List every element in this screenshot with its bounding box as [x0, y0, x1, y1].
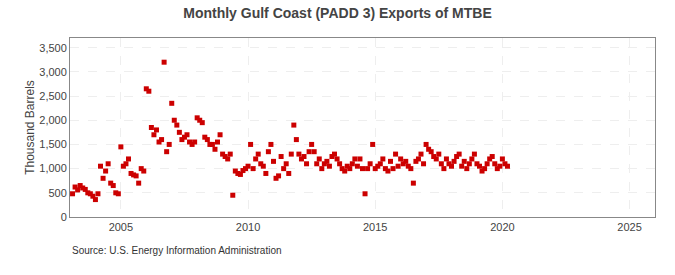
- svg-text:0: 0: [61, 211, 67, 223]
- svg-text:3,000: 3,000: [39, 66, 67, 78]
- svg-text:Source: U.S. Energy Informatio: Source: U.S. Energy Information Administ…: [72, 245, 282, 256]
- svg-text:1,500: 1,500: [39, 138, 67, 150]
- svg-text:Monthly Gulf Coast (PADD 3) Ex: Monthly Gulf Coast (PADD 3) Exports of M…: [183, 5, 492, 21]
- svg-text:2010: 2010: [236, 221, 260, 233]
- svg-text:2005: 2005: [109, 221, 133, 233]
- svg-text:2015: 2015: [363, 221, 387, 233]
- svg-text:2020: 2020: [490, 221, 514, 233]
- svg-text:2025: 2025: [617, 221, 641, 233]
- svg-text:2,500: 2,500: [39, 90, 67, 102]
- svg-text:1,000: 1,000: [39, 162, 67, 174]
- svg-text:3,500: 3,500: [39, 42, 67, 54]
- svg-text:2,000: 2,000: [39, 114, 67, 126]
- svg-text:500: 500: [48, 187, 66, 199]
- svg-text:Thousand Barrels: Thousand Barrels: [23, 80, 37, 175]
